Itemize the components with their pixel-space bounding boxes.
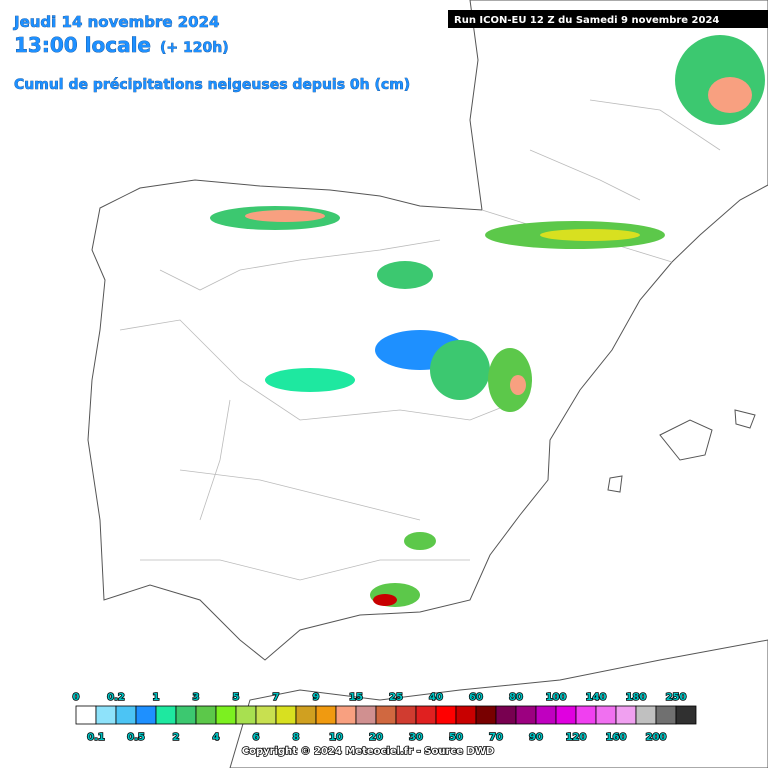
legend-label: 7 (273, 692, 280, 703)
legend-swatch (675, 705, 697, 725)
legend-label: 100 (546, 692, 567, 703)
legend-label: 15 (349, 692, 363, 703)
legend-label: 0.2 (107, 692, 125, 703)
legend-label: 160 (606, 732, 627, 743)
legend-swatch (135, 705, 157, 725)
legend-label: 0.5 (127, 732, 145, 743)
legend-swatch (415, 705, 437, 725)
run: Run ICON-EU 12 Z du Samedi 9 novembre 20… (454, 15, 719, 26)
legend-swatch (155, 705, 177, 725)
legend-label: 180 (626, 692, 647, 703)
legend-swatch (475, 705, 497, 725)
legend-swatch (435, 705, 457, 725)
run-box (448, 10, 768, 28)
legend-swatch (295, 705, 317, 725)
legend-swatch (595, 705, 617, 725)
subtitle: Cumul de précipitations neigeuses depuis… (14, 77, 410, 93)
lead: (+ 120h) (160, 40, 229, 56)
legend-swatch (575, 705, 597, 725)
legend-swatch (75, 705, 97, 725)
legend-swatch (315, 705, 337, 725)
coastlines (87, 0, 768, 768)
date: Jeudi 14 novembre 2024 (13, 13, 219, 31)
snow-area (488, 348, 532, 412)
legend-label: 0 (73, 692, 80, 703)
legend-label: 90 (529, 732, 543, 743)
legend-label: 8 (293, 732, 300, 743)
legend-label: 9 (313, 692, 320, 703)
snow-area (510, 375, 526, 395)
legend-label: 40 (429, 692, 443, 703)
snow-area (377, 261, 433, 289)
snow-area (430, 340, 490, 400)
legend-label: 60 (469, 692, 483, 703)
legend-label: 0.1 (87, 732, 105, 743)
legend-swatch (95, 705, 117, 725)
legend-label: 200 (646, 732, 667, 743)
legend-swatch (395, 705, 417, 725)
snow-area (404, 532, 436, 550)
legend-label: 30 (409, 732, 423, 743)
land (229, 639, 768, 768)
snow-area (373, 594, 397, 606)
legend-label: 20 (369, 732, 383, 743)
legend-swatch (335, 705, 357, 725)
legend-swatch (235, 705, 257, 725)
legend-swatch (275, 705, 297, 725)
legend-label: 120 (566, 732, 587, 743)
legend-swatch (455, 705, 477, 725)
legend-swatch (555, 705, 577, 725)
legend-swatch (215, 705, 237, 725)
legend-swatch (115, 705, 137, 725)
legend-label: 1 (153, 692, 160, 703)
legend-swatch (495, 705, 517, 725)
legend-label: 10 (329, 732, 343, 743)
legend-label: 80 (509, 692, 523, 703)
snow-areas (210, 35, 765, 607)
land (87, 0, 768, 661)
legend-swatch (355, 705, 377, 725)
copyright: Copyright © 2024 Meteociel.fr - Source D… (242, 746, 494, 757)
legend-label: 2 (173, 732, 180, 743)
island (734, 409, 756, 429)
snow-area (540, 229, 640, 241)
legend-label: 250 (666, 692, 687, 703)
legend-swatch (255, 705, 277, 725)
legend-label: 5 (233, 692, 240, 703)
legend-swatch (375, 705, 397, 725)
snow-area (265, 368, 355, 392)
island (659, 419, 713, 461)
snow-area (708, 77, 752, 113)
legend: 0 0.1 0.2 0.5 1 2 3 4 5 6 7 8 9 10 15 20 25 30 40 50 60 70 80 9… (72, 691, 697, 744)
legend-swatch (175, 705, 197, 725)
legend-label: 3 (193, 692, 200, 703)
legend-label: 4 (213, 732, 220, 743)
legend-swatch (635, 705, 657, 725)
island (607, 475, 623, 493)
legend-swatch (615, 705, 637, 725)
legend-swatch (655, 705, 677, 725)
legend-label: 50 (449, 732, 463, 743)
legend-label: 70 (489, 732, 503, 743)
legend-swatch (195, 705, 217, 725)
legend-label: 6 (253, 732, 260, 743)
legend-label: 25 (389, 692, 403, 703)
legend-label: 140 (586, 692, 607, 703)
legend-swatch (515, 705, 537, 725)
time: 13:00 locale (14, 33, 151, 57)
legend-swatch (535, 705, 557, 725)
snow-area (245, 210, 325, 222)
